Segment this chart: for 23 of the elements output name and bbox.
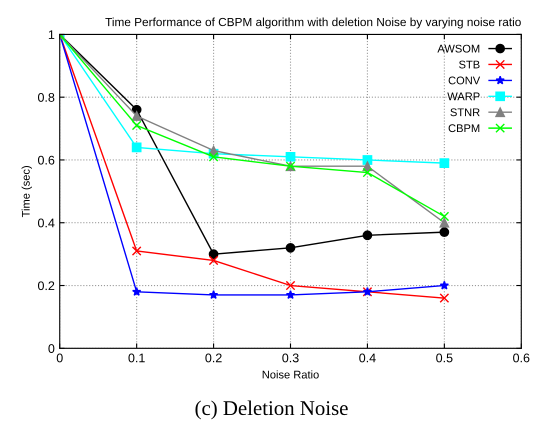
x-tick-label: 0.1: [128, 353, 145, 362]
legend-label: CBPM: [448, 124, 480, 132]
x-tick-label: 0.2: [205, 353, 222, 362]
legend-label: CONV: [448, 76, 480, 84]
y-tick-label: 0.4: [38, 218, 55, 228]
chart-title: Time Performance of CBPM algorithm with deletion Noise by varying noise ratio: [105, 18, 521, 29]
x-tick-label: 0.4: [359, 353, 376, 362]
legend-label: STB: [459, 60, 480, 68]
legend-label: STNR: [450, 108, 480, 116]
x-tick-label: 0: [56, 353, 63, 362]
y-tick-label: 1: [48, 30, 54, 39]
x-tick-label: 0.6: [513, 353, 530, 362]
y-tick-label: 0: [48, 344, 54, 353]
x-tick-label: 0.3: [282, 353, 299, 362]
text: (c) Deletion Noise: [195, 400, 348, 420]
x-axis-title: Noise Ratio: [262, 370, 319, 379]
y-tick-label: 0.6: [38, 156, 54, 165]
legend-label: AWSOM: [437, 44, 480, 53]
y-tick-label: 0.8: [38, 92, 54, 102]
y-tick-label: 0.2: [38, 281, 54, 290]
x-tick-label: 0.5: [436, 353, 453, 362]
y-axis-title: Time (sec): [22, 166, 32, 218]
legend-label: WARP: [447, 92, 480, 100]
